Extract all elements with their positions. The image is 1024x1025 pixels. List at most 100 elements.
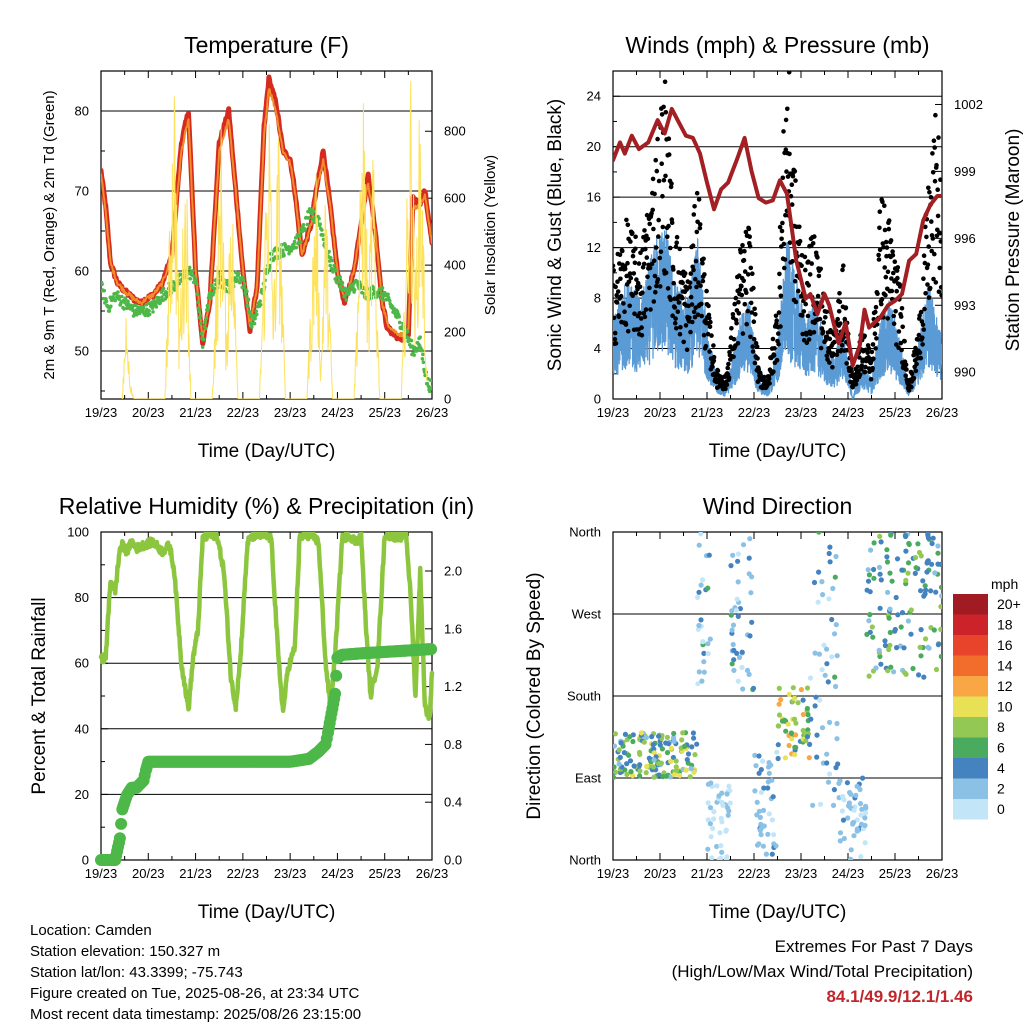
winds-gust-point xyxy=(656,217,661,223)
direction-point xyxy=(807,675,814,681)
extremes-sublabel: (High/Low/Max Wind/Total Precipitation) xyxy=(671,962,973,981)
temperature-dewpoint-point xyxy=(202,337,206,342)
temperature-ylabel: 2m & 9m T (Red, Orange) & 2m Td (Green) xyxy=(41,90,58,379)
temperature-dewpoint-point xyxy=(136,305,140,310)
winds-gust-point xyxy=(920,342,925,347)
winds-gust-point xyxy=(793,299,799,305)
winds-gust-point xyxy=(707,349,712,354)
temperature-dewpoint-point xyxy=(147,312,152,317)
humidity-y2tick-label: 1.2 xyxy=(444,679,462,694)
winds-gust-point xyxy=(661,177,667,183)
winds-gust-point xyxy=(666,136,672,141)
winds-gust-point xyxy=(674,240,679,245)
winds-gust-point xyxy=(931,138,937,143)
direction-point xyxy=(791,716,798,722)
winds-gust-point xyxy=(911,352,916,358)
direction-point xyxy=(827,559,833,565)
winds-gust-point xyxy=(873,309,878,315)
winds-gust-point xyxy=(881,244,886,250)
winds-xtick-label: 20/23 xyxy=(644,405,677,420)
winds-gust-point xyxy=(903,373,908,379)
winds-gust-point xyxy=(746,226,752,232)
temperature-dewpoint-point xyxy=(236,271,241,276)
direction-point xyxy=(854,817,860,823)
direction-series xyxy=(613,532,942,860)
direction-point xyxy=(765,785,771,791)
winds-gust-point xyxy=(748,265,754,271)
direction-point xyxy=(805,712,811,718)
direction-point xyxy=(613,731,618,737)
winds-gust-point xyxy=(866,346,872,351)
direction-point xyxy=(813,694,819,700)
direction-point xyxy=(709,855,715,860)
winds-gust-point xyxy=(780,175,786,181)
direction-point xyxy=(723,856,730,860)
direction-point xyxy=(921,593,927,599)
winds-gust-point xyxy=(843,305,849,310)
winds-gust-point xyxy=(751,336,757,342)
direction-point xyxy=(747,633,753,639)
winds-gust-point xyxy=(930,170,936,175)
temperature-dewpoint-point xyxy=(196,300,200,304)
winds-gust-point xyxy=(703,343,709,349)
winds-gust-point xyxy=(800,313,805,318)
humidity-xlabel: Time (Day/UTC) xyxy=(198,902,336,923)
direction-point xyxy=(717,830,723,836)
winds-gust-point xyxy=(921,253,927,258)
winds-gust-point xyxy=(615,279,620,285)
direction-point xyxy=(696,542,702,548)
winds-gust-point xyxy=(633,246,638,252)
direction-legend-label: 10 xyxy=(997,699,1013,715)
winds-gust-point xyxy=(772,346,777,351)
direction-point xyxy=(707,805,714,811)
temperature-dewpoint-point xyxy=(246,297,251,302)
winds-gust-point xyxy=(884,245,890,250)
winds-gust-point xyxy=(632,311,637,317)
winds-gust-point xyxy=(817,316,823,322)
winds-gust-point xyxy=(935,187,940,192)
direction-point xyxy=(666,741,672,747)
temperature-dewpoint-point xyxy=(209,296,213,301)
direction-ytick-label: North xyxy=(569,525,601,540)
winds-gust-point xyxy=(799,263,804,269)
winds-gust-point xyxy=(670,313,675,319)
direction-point xyxy=(845,815,851,821)
direction-point xyxy=(793,720,799,726)
winds-gust-point xyxy=(637,284,643,290)
direction-point xyxy=(700,639,706,645)
winds-gust-point xyxy=(752,306,757,312)
direction-point xyxy=(824,661,830,667)
winds-gust-point xyxy=(898,340,904,346)
direction-point xyxy=(730,641,736,648)
winds-gust-point xyxy=(889,276,894,281)
direction-point xyxy=(701,669,707,675)
winds-pressure-line xyxy=(613,106,942,368)
winds-gust-point xyxy=(694,190,700,196)
direction-point xyxy=(776,723,782,729)
winds-gust-point xyxy=(688,329,693,335)
temperature-series xyxy=(101,74,432,399)
winds-gust-point xyxy=(656,178,662,184)
winds-gust-point xyxy=(893,309,898,314)
winds-gust-point xyxy=(669,220,675,225)
temperature-dewpoint-point xyxy=(161,286,166,291)
direction-point xyxy=(687,774,693,780)
winds-gust-point xyxy=(663,110,669,115)
winds-gust-point xyxy=(671,280,676,286)
station-info: Location: Camden Station elevation: 150.… xyxy=(30,920,361,1025)
temperature-dewpoint-point xyxy=(347,288,352,293)
temperature-y2tick-label: 600 xyxy=(444,191,466,206)
direction-point xyxy=(705,800,711,806)
temperature-dewpoint-point xyxy=(254,312,259,317)
direction-point xyxy=(756,770,762,776)
direction-point xyxy=(754,799,760,805)
winds-gust-point xyxy=(815,293,821,299)
direction-point xyxy=(918,588,924,594)
direction-legend-label: 2 xyxy=(997,781,1005,797)
direction-point xyxy=(886,646,892,653)
temperature-ytick-label: 50 xyxy=(75,344,89,359)
winds-gust-point xyxy=(896,329,902,334)
temperature-ytick-label: 60 xyxy=(75,264,89,279)
winds-gust-point xyxy=(620,248,625,254)
